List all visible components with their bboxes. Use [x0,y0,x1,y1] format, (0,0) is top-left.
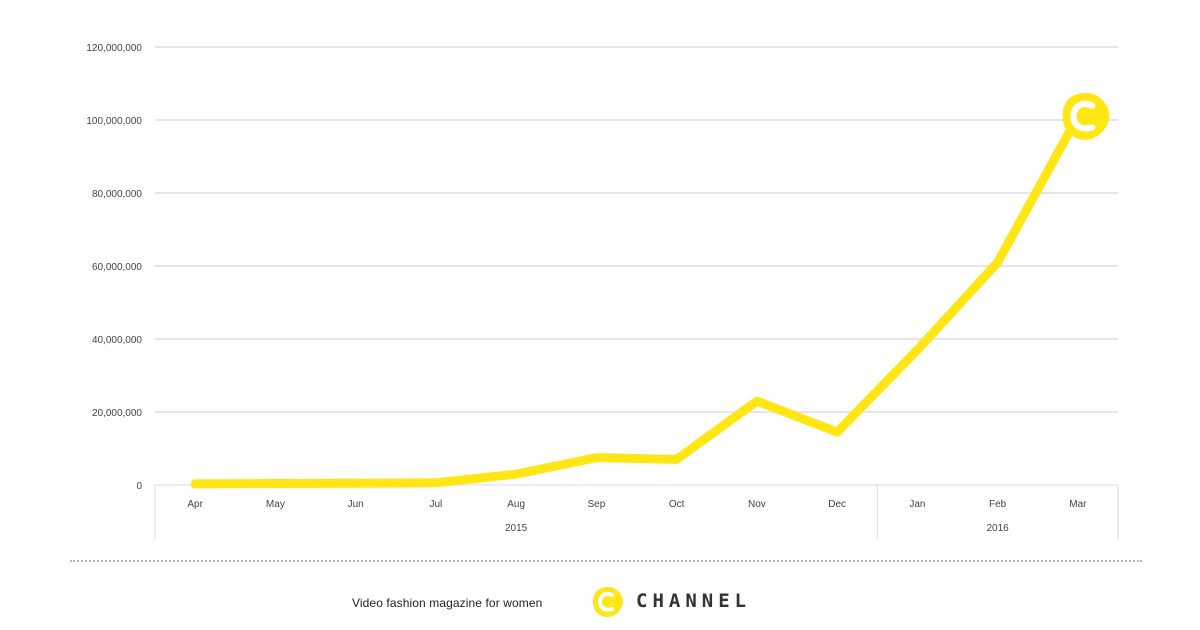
data-point [673,456,680,463]
line-chart: 0 20,000,000 40,000,000 60,000,000 80,000,00… [86,43,1119,540]
data-point [192,480,199,487]
x-group-label: 2016 [987,523,1010,534]
data-point [834,429,841,436]
y-tick-label: 100,000,000 [86,116,142,127]
series-line [190,111,1083,489]
grid-lines [155,46,1118,413]
c-channel-logo-icon [593,587,623,617]
y-tick-label: 40,000,000 [92,335,142,346]
data-point [994,259,1001,266]
x-tick-label: Jul [429,499,442,510]
x-tick-label: Nov [748,499,766,510]
tagline: Video fashion magazine for women [352,596,543,610]
dotted-divider [70,560,1142,562]
end-marker [1062,93,1110,140]
data-point [513,471,520,478]
x-tick-label: Mar [1069,499,1087,510]
data-point [914,346,921,353]
data-point [753,398,760,405]
y-tick-label: 20,000,000 [92,408,142,419]
data-point [432,479,439,486]
x-tick-label: Jan [909,499,925,510]
x-tick-label: Dec [828,499,846,510]
x-axis: Apr May Jun Jul Aug Sep Oct Nov Dec Jan Feb Mar 2015… [154,484,1119,540]
x-tick-label: Feb [989,499,1007,510]
series-layer [190,111,1083,489]
y-tick-label: 120,000,000 [86,43,142,54]
y-tick-label: 80,000,000 [92,189,142,200]
y-tick-label: 0 [136,481,142,492]
x-tick-label: Sep [587,499,605,510]
data-point [593,454,600,461]
y-tick-label: 60,000,000 [92,262,142,273]
c-channel-logo-icon [1062,93,1110,140]
x-tick-label: Aug [507,499,525,510]
footer: Video fashion magazine for women CHANNEL [0,580,1200,624]
data-point [272,480,279,487]
x-tick-label: Jun [348,499,364,510]
x-tick-label: Oct [669,499,685,510]
brand-name: CHANNEL [636,590,752,612]
y-axis-tick-labels: 0 20,000,000 40,000,000 60,000,000 80,000,00… [86,43,142,492]
x-tick-label: Apr [187,499,203,510]
x-tick-label: May [266,499,285,510]
data-point [352,480,359,487]
x-group-label: 2015 [505,523,528,534]
